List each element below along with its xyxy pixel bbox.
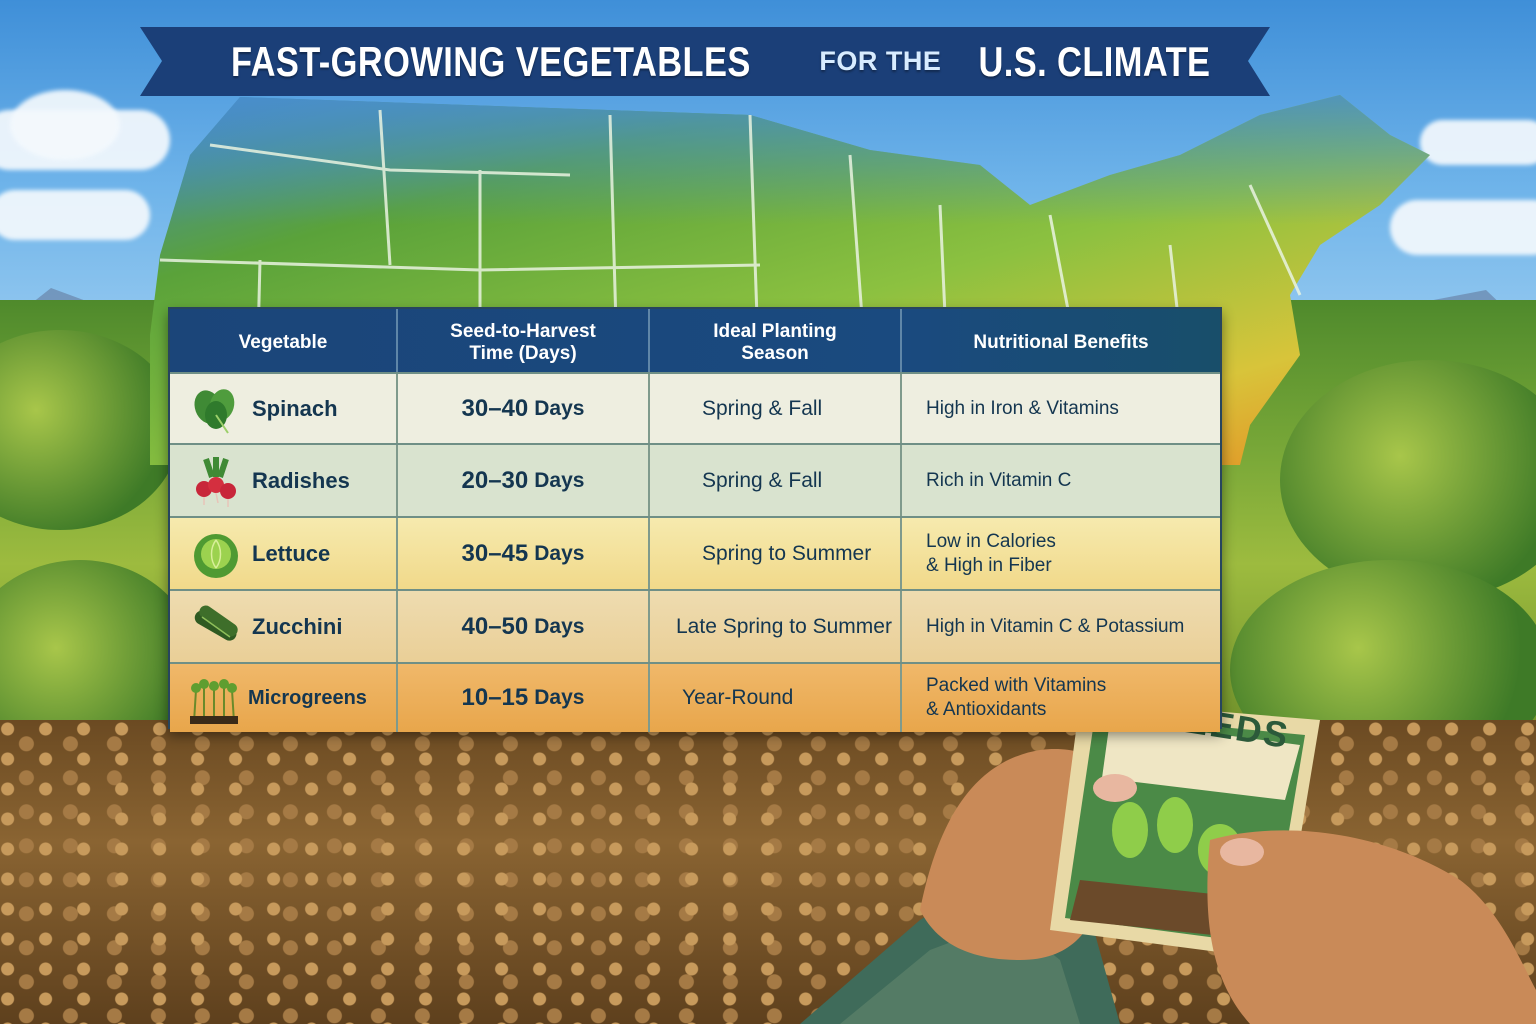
title-region: U.S. CLIMATE — [978, 37, 1211, 85]
vegetable-name: Zucchini — [252, 613, 343, 639]
radish-icon — [196, 456, 236, 507]
season-cell: Late Spring to Summer — [650, 591, 902, 662]
benefit-cell: High in Vitamin C & Potassium — [926, 615, 1185, 637]
table-row: Radishes 20–30 Days Spring & Fall Rich in… — [170, 443, 1220, 516]
cloud — [10, 90, 120, 160]
title-banner: FAST-GROWING VEGETABLES FOR THE U.S. CLI… — [140, 27, 1270, 96]
vegetable-cell: Radishes — [170, 445, 398, 516]
table-header: Vegetable Seed-to-Harvest Time (Days) Ide… — [170, 309, 1220, 372]
vegetable-name: Spinach — [252, 395, 338, 421]
benefit-cell: Packed with Vitamins & Antioxidants — [926, 675, 1107, 720]
cloud — [1420, 120, 1536, 165]
vegetable-name: Radishes — [252, 467, 350, 493]
vegetables-table: Vegetable Seed-to-Harvest Time (Days) Ide… — [168, 307, 1222, 732]
header-planting-season: Ideal Planting Season — [650, 309, 902, 372]
benefit-cell: Low in Calories & High in Fiber — [926, 530, 1056, 576]
table-row: Microgreens 10–15 Days Year-Round Packed … — [170, 662, 1220, 732]
hands-holding-seeds — [800, 700, 1536, 1024]
harvest-time-cell: 10–15 Days — [398, 664, 650, 732]
vegetable-cell: Lettuce — [170, 518, 398, 589]
microgreens-icon — [190, 679, 238, 724]
harvest-time-cell: 20–30 Days — [398, 445, 650, 516]
benefit-cell: High in Iron & Vitamins — [926, 397, 1119, 419]
title-connector: FOR THE — [819, 46, 942, 76]
vegetable-name: Microgreens — [248, 687, 367, 709]
cloud — [0, 190, 150, 240]
vegetable-name: Lettuce — [252, 540, 331, 566]
season-cell: Year-Round — [650, 664, 902, 732]
header-nutritional-benefits: Nutritional Benefits — [973, 331, 1149, 353]
benefit-cell: Rich in Vitamin C — [926, 469, 1072, 491]
ribbon-shape — [140, 27, 1270, 96]
vegetable-cell: Spinach — [170, 374, 398, 443]
season-cell: Spring & Fall — [650, 374, 902, 443]
cloud — [1390, 200, 1536, 255]
season-cell: Spring & Fall — [650, 445, 902, 516]
table-row: Zucchini 40–50 Days Late Spring to Summer… — [170, 589, 1220, 662]
harvest-time-cell: 30–45 Days — [398, 518, 650, 589]
harvest-time-cell: 40–50 Days — [398, 591, 650, 662]
page-title: FAST-GROWING VEGETABLES FOR THE U.S. CLI… — [140, 27, 1270, 96]
lettuce-icon — [194, 533, 238, 578]
harvest-time-cell: 30–40 Days — [398, 374, 650, 443]
vegetable-cell: Microgreens — [170, 664, 398, 732]
zucchini-icon — [194, 605, 238, 641]
title-main: FAST-GROWING VEGETABLES — [230, 37, 751, 85]
spinach-icon — [194, 388, 235, 434]
table-row: Lettuce 30–45 Days Spring to Summer Low i… — [170, 516, 1220, 589]
header-vegetable: Vegetable — [170, 309, 398, 372]
table-row: Spinach 30–40 Days Spring & Fall High in … — [170, 372, 1220, 443]
vegetable-cell: Zucchini — [170, 591, 398, 662]
season-cell: Spring to Summer — [650, 518, 902, 589]
header-harvest-time: Seed-to-Harvest Time (Days) — [398, 309, 650, 372]
